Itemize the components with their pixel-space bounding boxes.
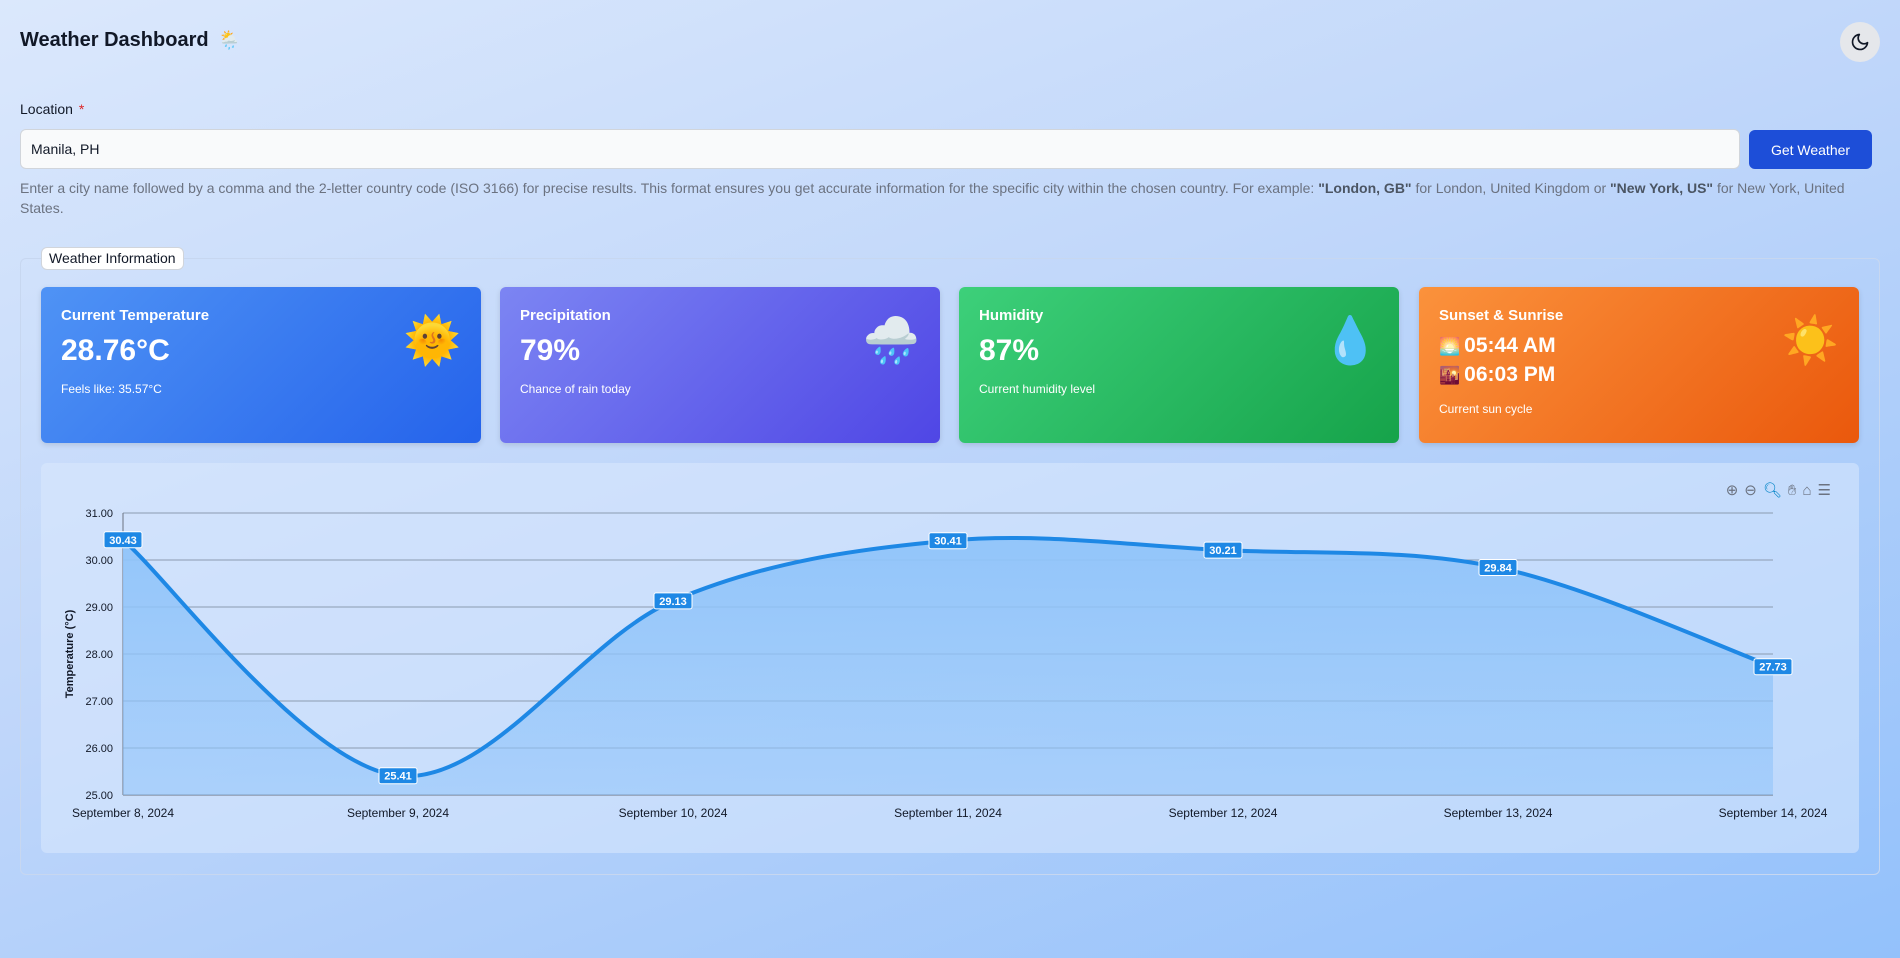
weather-emoji-icon: 🌦️ (218, 30, 241, 50)
pan-icon[interactable]: ✋︎ (1787, 482, 1797, 499)
location-helper-text: Enter a city name followed by a comma an… (20, 178, 1880, 218)
temperature-area (123, 537, 1773, 795)
header: Weather Dashboard 🌦️ (20, 22, 1880, 62)
data-label: 30.21 (1209, 545, 1237, 557)
data-label-box (1203, 541, 1243, 559)
y-tick-label: 28.00 (85, 649, 113, 661)
weather-info-panel (20, 258, 1880, 875)
moon-icon (1851, 33, 1869, 51)
rain-cloud-icon: 🌧️ (862, 314, 920, 366)
data-label: 30.41 (934, 536, 962, 548)
sun-cycle-card-title: Sunset & Sunrise (1439, 307, 1564, 324)
page-title: Weather Dashboard 🌦️ (20, 22, 1880, 58)
data-label-box (928, 532, 968, 550)
humidity-card-title: Humidity (979, 307, 1044, 324)
sunset-row: 🌇 06:03 PM (1439, 361, 1839, 390)
get-weather-button[interactable]: Get Weather (1749, 130, 1872, 169)
data-label: 27.73 (1759, 662, 1787, 674)
y-tick-label: 29.00 (85, 602, 113, 614)
helper-text-middle: for London, United Kingdom or (1411, 180, 1611, 196)
humidity-value: 87% (979, 334, 1040, 367)
zoom-in-icon[interactable]: ⊕ (1725, 482, 1739, 499)
data-label: 29.84 (1484, 563, 1512, 575)
location-label-text: Location (20, 101, 73, 117)
location-label: Location * (20, 101, 84, 117)
data-label-box (378, 767, 418, 785)
feels-like-text: Feels like: 35.57°C (61, 382, 162, 396)
y-tick-label: 26.00 (85, 743, 113, 755)
y-tick-label: 25.00 (85, 790, 113, 802)
sunset-time: 06:03 PM (1464, 363, 1556, 386)
precipitation-card: Precipitation 79% Chance of rain today 🌧… (500, 287, 940, 443)
helper-text-end: for New York, United States. (20, 180, 1845, 216)
menu-icon[interactable]: ☰ (1817, 482, 1831, 499)
data-label-box (103, 531, 143, 549)
data-label: 29.13 (659, 596, 687, 608)
data-label-box (1478, 559, 1518, 577)
sun-cycle-sub: Current sun cycle (1439, 402, 1533, 416)
zoom-out-icon[interactable]: ⊖ (1744, 482, 1757, 499)
x-tick-label: September 11, 2024 (894, 806, 1002, 820)
reset-home-icon[interactable]: ⌂ (1802, 482, 1812, 499)
sunrise-row: 🌅 05:44 AM (1439, 332, 1839, 361)
temperature-chart: 25.00 26.00 27.00 28.00 29.00 30.00 31.00 Tempe… (64, 508, 1828, 820)
helper-example-newyork: "New York, US" (1610, 180, 1714, 196)
precipitation-value: 79% (520, 334, 581, 367)
sun-icon: ☀️ (1781, 314, 1839, 366)
data-label-box (1753, 658, 1793, 676)
temperature-chart-container: ⊕ ⊖ 🔍︎ ✋︎ ⌂ ☰ 25.00 26.00 27.00 28.00 29.00 3… (41, 463, 1859, 853)
humidity-card: Humidity 87% Current humidity level 💧 (959, 287, 1399, 443)
x-tick-label: September 10, 2024 (619, 806, 728, 820)
data-label-box (653, 592, 693, 610)
precipitation-card-title: Precipitation (520, 307, 611, 324)
helper-example-london: "London, GB" (1318, 180, 1412, 196)
y-tick-label: 30.00 (85, 555, 113, 567)
temperature-card-title: Current Temperature (61, 307, 210, 324)
x-tick-label: September 9, 2024 (347, 806, 449, 820)
precipitation-sub: Chance of rain today (520, 382, 631, 396)
data-label: 25.41 (384, 771, 412, 783)
helper-text-intro: Enter a city name followed by a comma an… (20, 180, 1319, 196)
temperature-card: Current Temperature 28.76°C Feels like: … (41, 287, 481, 443)
x-tick-label: September 12, 2024 (1169, 806, 1278, 820)
weather-info-legend: Weather Information (41, 247, 184, 270)
y-tick-label: 31.00 (85, 508, 113, 520)
y-tick-label: 27.00 (85, 696, 113, 708)
selection-zoom-icon[interactable]: 🔍︎ (1762, 482, 1782, 499)
theme-toggle-button[interactable] (1840, 22, 1880, 62)
humidity-sub: Current humidity level (979, 382, 1096, 396)
data-label: 30.43 (109, 535, 137, 547)
sunrise-time: 05:44 AM (1464, 334, 1556, 357)
droplet-icon: 💧 (1321, 314, 1379, 366)
x-tick-label: September 8, 2024 (72, 806, 174, 820)
chart-toolbar: ⊕ ⊖ 🔍︎ ✋︎ ⌂ ☰ (1726, 483, 1831, 499)
sunrise-icon: 🌅 (1439, 337, 1461, 356)
sun-face-icon: 🌞 (403, 314, 461, 366)
x-tick-label: September 13, 2024 (1444, 806, 1553, 820)
page-title-text: Weather Dashboard (20, 29, 209, 51)
sun-cycle-card: Sunset & Sunrise 🌅 05:44 AM 🌇 06:03 PM Cur… (1419, 287, 1859, 443)
x-tick-label: September 14, 2024 (1719, 806, 1828, 820)
required-mark: * (78, 101, 85, 117)
location-input[interactable] (20, 129, 1740, 169)
temperature-value: 28.76°C (61, 334, 170, 367)
y-axis-title: Temperature (°C) (64, 609, 76, 698)
sunset-icon: 🌇 (1439, 366, 1461, 385)
